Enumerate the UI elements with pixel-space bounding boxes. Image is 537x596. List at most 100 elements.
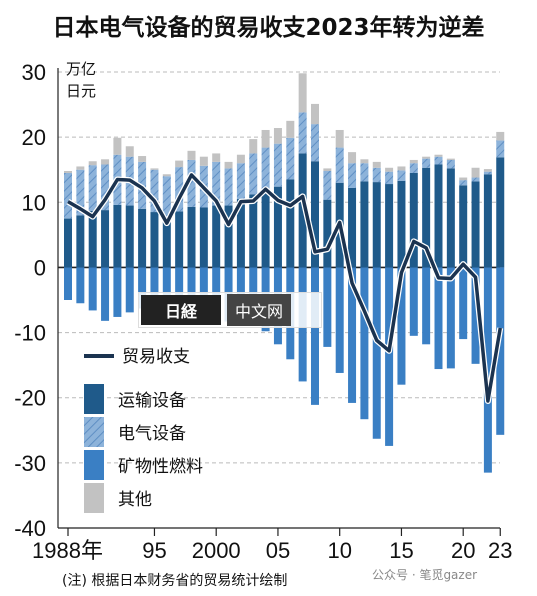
- bar-其他-2000: [212, 153, 221, 162]
- bar-运输设备-2005: [273, 186, 282, 268]
- bar-电气设备-2011: [348, 163, 357, 188]
- legend-label: 矿物性燃料: [118, 457, 203, 477]
- legend-label: 运输设备: [118, 391, 186, 411]
- trade-balance-line: [66, 171, 504, 404]
- bar-运输设备-1991: [101, 210, 110, 268]
- bar-矿物性燃料-2000: [212, 267, 221, 316]
- y-tick-label: -30: [14, 451, 46, 476]
- bar-运输设备-1993: [125, 205, 134, 268]
- unit-label-2: 日元: [66, 82, 96, 100]
- bar-电气设备-2004: [261, 147, 270, 190]
- bar-矿物性燃料-2008: [311, 267, 319, 405]
- bar-其他-1992: [113, 137, 122, 155]
- watermark-text: 中文网: [227, 294, 292, 326]
- bar-运输设备-2018: [434, 164, 443, 268]
- bar-其他-1998: [187, 150, 196, 160]
- bar-矿物性燃料-1991: [101, 267, 110, 321]
- bar-运输设备-2014: [385, 184, 394, 268]
- bar-其他-2013: [372, 161, 381, 168]
- bar-电气设备-2017: [422, 158, 431, 168]
- bar-电气设备-1995: [150, 169, 159, 213]
- bar-矿物性燃料-1998: [187, 267, 196, 308]
- x-tick-label: 15: [389, 538, 413, 563]
- legend-swatch: [84, 450, 104, 480]
- bar-运输设备-2006: [286, 179, 295, 268]
- bar-其他-2023: [496, 131, 505, 141]
- bar-其他-2008: [311, 103, 319, 125]
- bar-运输设备-2009: [323, 199, 332, 268]
- bar-矿物性燃料-2020: [459, 267, 468, 340]
- bar-其他-1991: [101, 159, 110, 165]
- bar-电气设备-2000: [212, 161, 221, 206]
- bar-其他-2010: [335, 129, 344, 148]
- legend-label: 电气设备: [118, 424, 186, 444]
- bar-其他-2006: [286, 120, 295, 138]
- bar-其他-2009: [323, 168, 332, 172]
- x-tick-label: 1988年: [32, 538, 103, 563]
- y-tick-label: 20: [22, 125, 46, 150]
- bar-运输设备-1997: [175, 211, 184, 268]
- bar-其他-2022: [483, 169, 492, 172]
- bar-其他-2005: [273, 128, 282, 144]
- bar-其他-2019: [446, 158, 455, 160]
- bar-电气设备-2003: [249, 153, 258, 195]
- bar-运输设备-2000: [212, 205, 221, 268]
- bar-其他-1990: [88, 161, 97, 166]
- bar-运输设备-2016: [409, 172, 418, 268]
- bar-电气设备-1997: [175, 167, 184, 212]
- bar-其他-2018: [434, 154, 443, 157]
- bar-运输设备-2012: [360, 181, 369, 268]
- bar-运输设备-2015: [397, 180, 406, 268]
- bar-运输设备-1999: [199, 207, 208, 268]
- bar-其他-2003: [249, 139, 258, 154]
- bar-其他-2002: [236, 154, 245, 164]
- bar-运输设备-1988: [64, 218, 72, 268]
- bar-其他-2015: [397, 166, 406, 171]
- bar-矿物性燃料-2021: [471, 267, 480, 364]
- bar-运输设备-1998: [187, 206, 196, 268]
- bar-矿物性燃料-2018: [434, 267, 443, 370]
- legend-label: 其他: [118, 490, 152, 510]
- bar-运输设备-1990: [88, 210, 97, 268]
- bar-矿物性燃料-2009: [323, 267, 332, 347]
- bar-其他-1999: [199, 156, 208, 166]
- bar-电气设备-2021: [471, 177, 480, 182]
- bar-运输设备-2017: [422, 167, 431, 268]
- bar-电气设备-2014: [385, 171, 394, 185]
- bar-矿物性燃料-2022: [483, 267, 492, 473]
- bar-其他-1995: [150, 168, 159, 170]
- y-tick-label: 0: [34, 255, 46, 280]
- bar-矿物性燃料-2015: [397, 267, 406, 385]
- legend-swatch: [84, 417, 104, 447]
- bar-矿物性燃料-2019: [446, 267, 455, 369]
- bar-其他-1994: [138, 156, 147, 162]
- bar-其他-1993: [125, 146, 134, 157]
- bar-运输设备-1995: [150, 212, 159, 268]
- bar-矿物性燃料-2017: [422, 267, 431, 345]
- bar-运输设备-2013: [372, 182, 381, 268]
- bar-矿物性燃料-1996: [162, 267, 171, 312]
- bar-其他-2014: [385, 167, 394, 172]
- bar-电气设备-2022: [483, 171, 492, 175]
- bar-其他-2001: [224, 161, 233, 169]
- bar-电气设备-2023: [496, 140, 505, 158]
- bar-运输设备-2023: [496, 157, 505, 268]
- y-tick-label: 30: [22, 60, 46, 85]
- bar-矿物性燃料-2023: [496, 267, 505, 435]
- bar-其他-1996: [162, 174, 171, 177]
- footnote: (注) 根据日本财务省的贸易统计绘制: [62, 573, 288, 589]
- bar-矿物性燃料-1999: [199, 267, 208, 308]
- bar-电气设备-2020: [459, 180, 468, 186]
- unit-label-1: 万亿: [66, 60, 96, 78]
- bar-电气设备-2018: [434, 156, 443, 165]
- bar-其他-2020: [459, 177, 468, 181]
- bar-其他-1997: [175, 160, 184, 168]
- bar-矿物性燃料-1988: [64, 267, 72, 300]
- x-tick-label: 23: [488, 538, 512, 563]
- y-tick-label: -40: [14, 516, 46, 541]
- bar-矿物性燃料-1997: [175, 267, 184, 316]
- bar-其他-2007: [298, 73, 307, 113]
- bar-运输设备-2011: [348, 187, 357, 268]
- y-tick-label: -20: [14, 386, 46, 411]
